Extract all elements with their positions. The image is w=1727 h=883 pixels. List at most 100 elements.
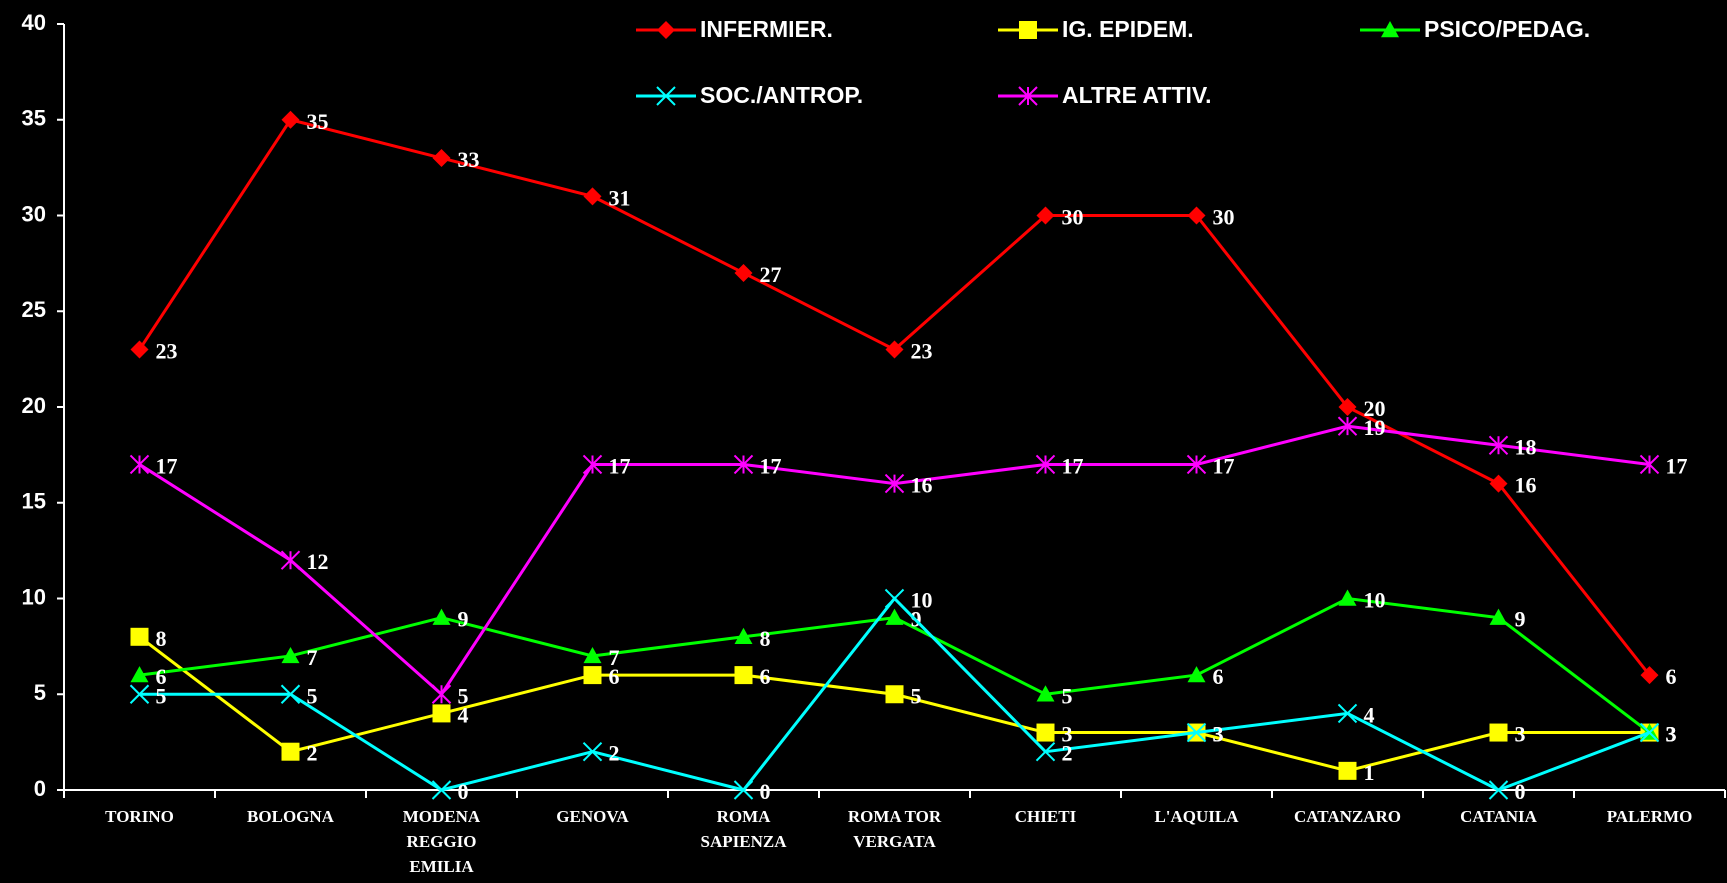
legend-marker: [1018, 86, 1038, 106]
marker: [885, 340, 904, 359]
value-label: 0: [458, 779, 469, 804]
marker: [885, 685, 904, 704]
marker: [1338, 761, 1357, 780]
value-label: 17: [156, 453, 178, 478]
x-tick-label: ROMA SAPIENZA: [700, 807, 787, 851]
value-label: 8: [156, 626, 167, 651]
value-label: 5: [307, 683, 318, 708]
marker: [1036, 685, 1055, 702]
y-tick-label: 10: [22, 584, 46, 609]
marker: [281, 742, 300, 761]
marker: [582, 454, 603, 475]
marker: [884, 588, 905, 609]
value-label: 3: [1213, 722, 1224, 747]
marker: [1489, 608, 1508, 625]
marker: [431, 684, 452, 704]
value-label: 5: [911, 683, 922, 708]
x-tick-label: TORINO: [105, 807, 174, 826]
marker: [583, 187, 602, 206]
marker: [432, 704, 451, 723]
value-label: 5: [458, 683, 469, 708]
value-label: 30: [1213, 205, 1235, 230]
marker: [734, 627, 753, 644]
marker: [582, 741, 603, 762]
marker: [734, 263, 753, 282]
value-label: 17: [1666, 453, 1688, 478]
value-label: 27: [760, 262, 782, 287]
value-label: 35: [307, 109, 329, 134]
marker: [280, 550, 301, 570]
marker: [130, 340, 149, 359]
marker: [1489, 474, 1508, 493]
marker: [1337, 416, 1358, 436]
value-label: 4: [458, 702, 469, 727]
value-label: 7: [609, 645, 620, 670]
x-tick-label: BOLOGNA: [247, 807, 334, 826]
x-tick-label: ROMA TOR VERGATA: [847, 807, 942, 851]
marker: [1337, 703, 1358, 724]
marker: [1036, 206, 1055, 225]
y-tick-label: 25: [22, 297, 46, 322]
marker: [130, 666, 149, 683]
value-label: 10: [1364, 588, 1386, 613]
value-label: 5: [1062, 683, 1073, 708]
value-label: 9: [1515, 607, 1526, 632]
marker: [1640, 666, 1659, 685]
legend-label: IG. EPIDEM.: [1062, 16, 1194, 42]
marker: [1338, 589, 1357, 606]
y-tick-label: 35: [22, 106, 46, 131]
value-label: 23: [911, 339, 933, 364]
y-tick-label: 15: [22, 489, 46, 514]
legend-label: INFERMIER.: [700, 16, 833, 42]
x-tick-label: MODENA REGGIO EMILIA: [402, 807, 481, 876]
value-label: 6: [156, 664, 167, 689]
value-label: 18: [1515, 434, 1537, 459]
marker: [280, 684, 301, 704]
marker: [1035, 741, 1056, 762]
value-label: 3: [1213, 722, 1224, 747]
value-label: 2: [307, 741, 318, 766]
legend-label: ALTRE ATTIV.: [1062, 82, 1212, 108]
marker: [130, 627, 149, 646]
value-label: 4: [1364, 702, 1375, 727]
marker: [1639, 722, 1660, 743]
y-tick-label: 5: [34, 680, 46, 705]
marker: [583, 666, 602, 685]
value-label: 16: [1515, 473, 1537, 498]
marker: [1186, 722, 1207, 743]
value-label: 17: [760, 453, 782, 478]
value-label: 0: [1515, 779, 1526, 804]
marker: [1035, 454, 1056, 475]
marker: [884, 473, 905, 494]
value-label: 5: [156, 683, 167, 708]
value-label: 7: [307, 645, 318, 670]
marker: [583, 646, 602, 664]
series-line: [138, 424, 1650, 697]
marker: [431, 780, 452, 800]
marker: [129, 684, 150, 704]
value-label: 10: [911, 588, 933, 613]
x-tick-label: L'AQUILA: [1154, 807, 1239, 826]
y-tick-label: 0: [34, 776, 46, 801]
x-tick-label: PALERMO: [1606, 807, 1693, 826]
value-label: 9: [458, 607, 469, 632]
marker: [432, 608, 451, 625]
value-label: 17: [1213, 453, 1235, 478]
value-label: 12: [307, 549, 329, 574]
y-tick-label: 40: [22, 10, 46, 35]
marker: [1488, 780, 1509, 800]
value-label: 3: [1666, 722, 1677, 747]
marker: [1338, 398, 1357, 416]
y-tick-label: 30: [22, 201, 46, 226]
marker: [733, 780, 754, 800]
value-label: 0: [760, 779, 771, 804]
value-label: 33: [458, 147, 480, 172]
value-label: 19: [1364, 415, 1386, 440]
x-tick-label: CATANIA: [1460, 807, 1537, 826]
series-line: [138, 118, 1651, 677]
marker: [1187, 206, 1206, 225]
value-label: 3: [1666, 722, 1677, 747]
value-label: 6: [760, 664, 771, 689]
legend-label: SOC./ANTROP.: [700, 82, 863, 108]
